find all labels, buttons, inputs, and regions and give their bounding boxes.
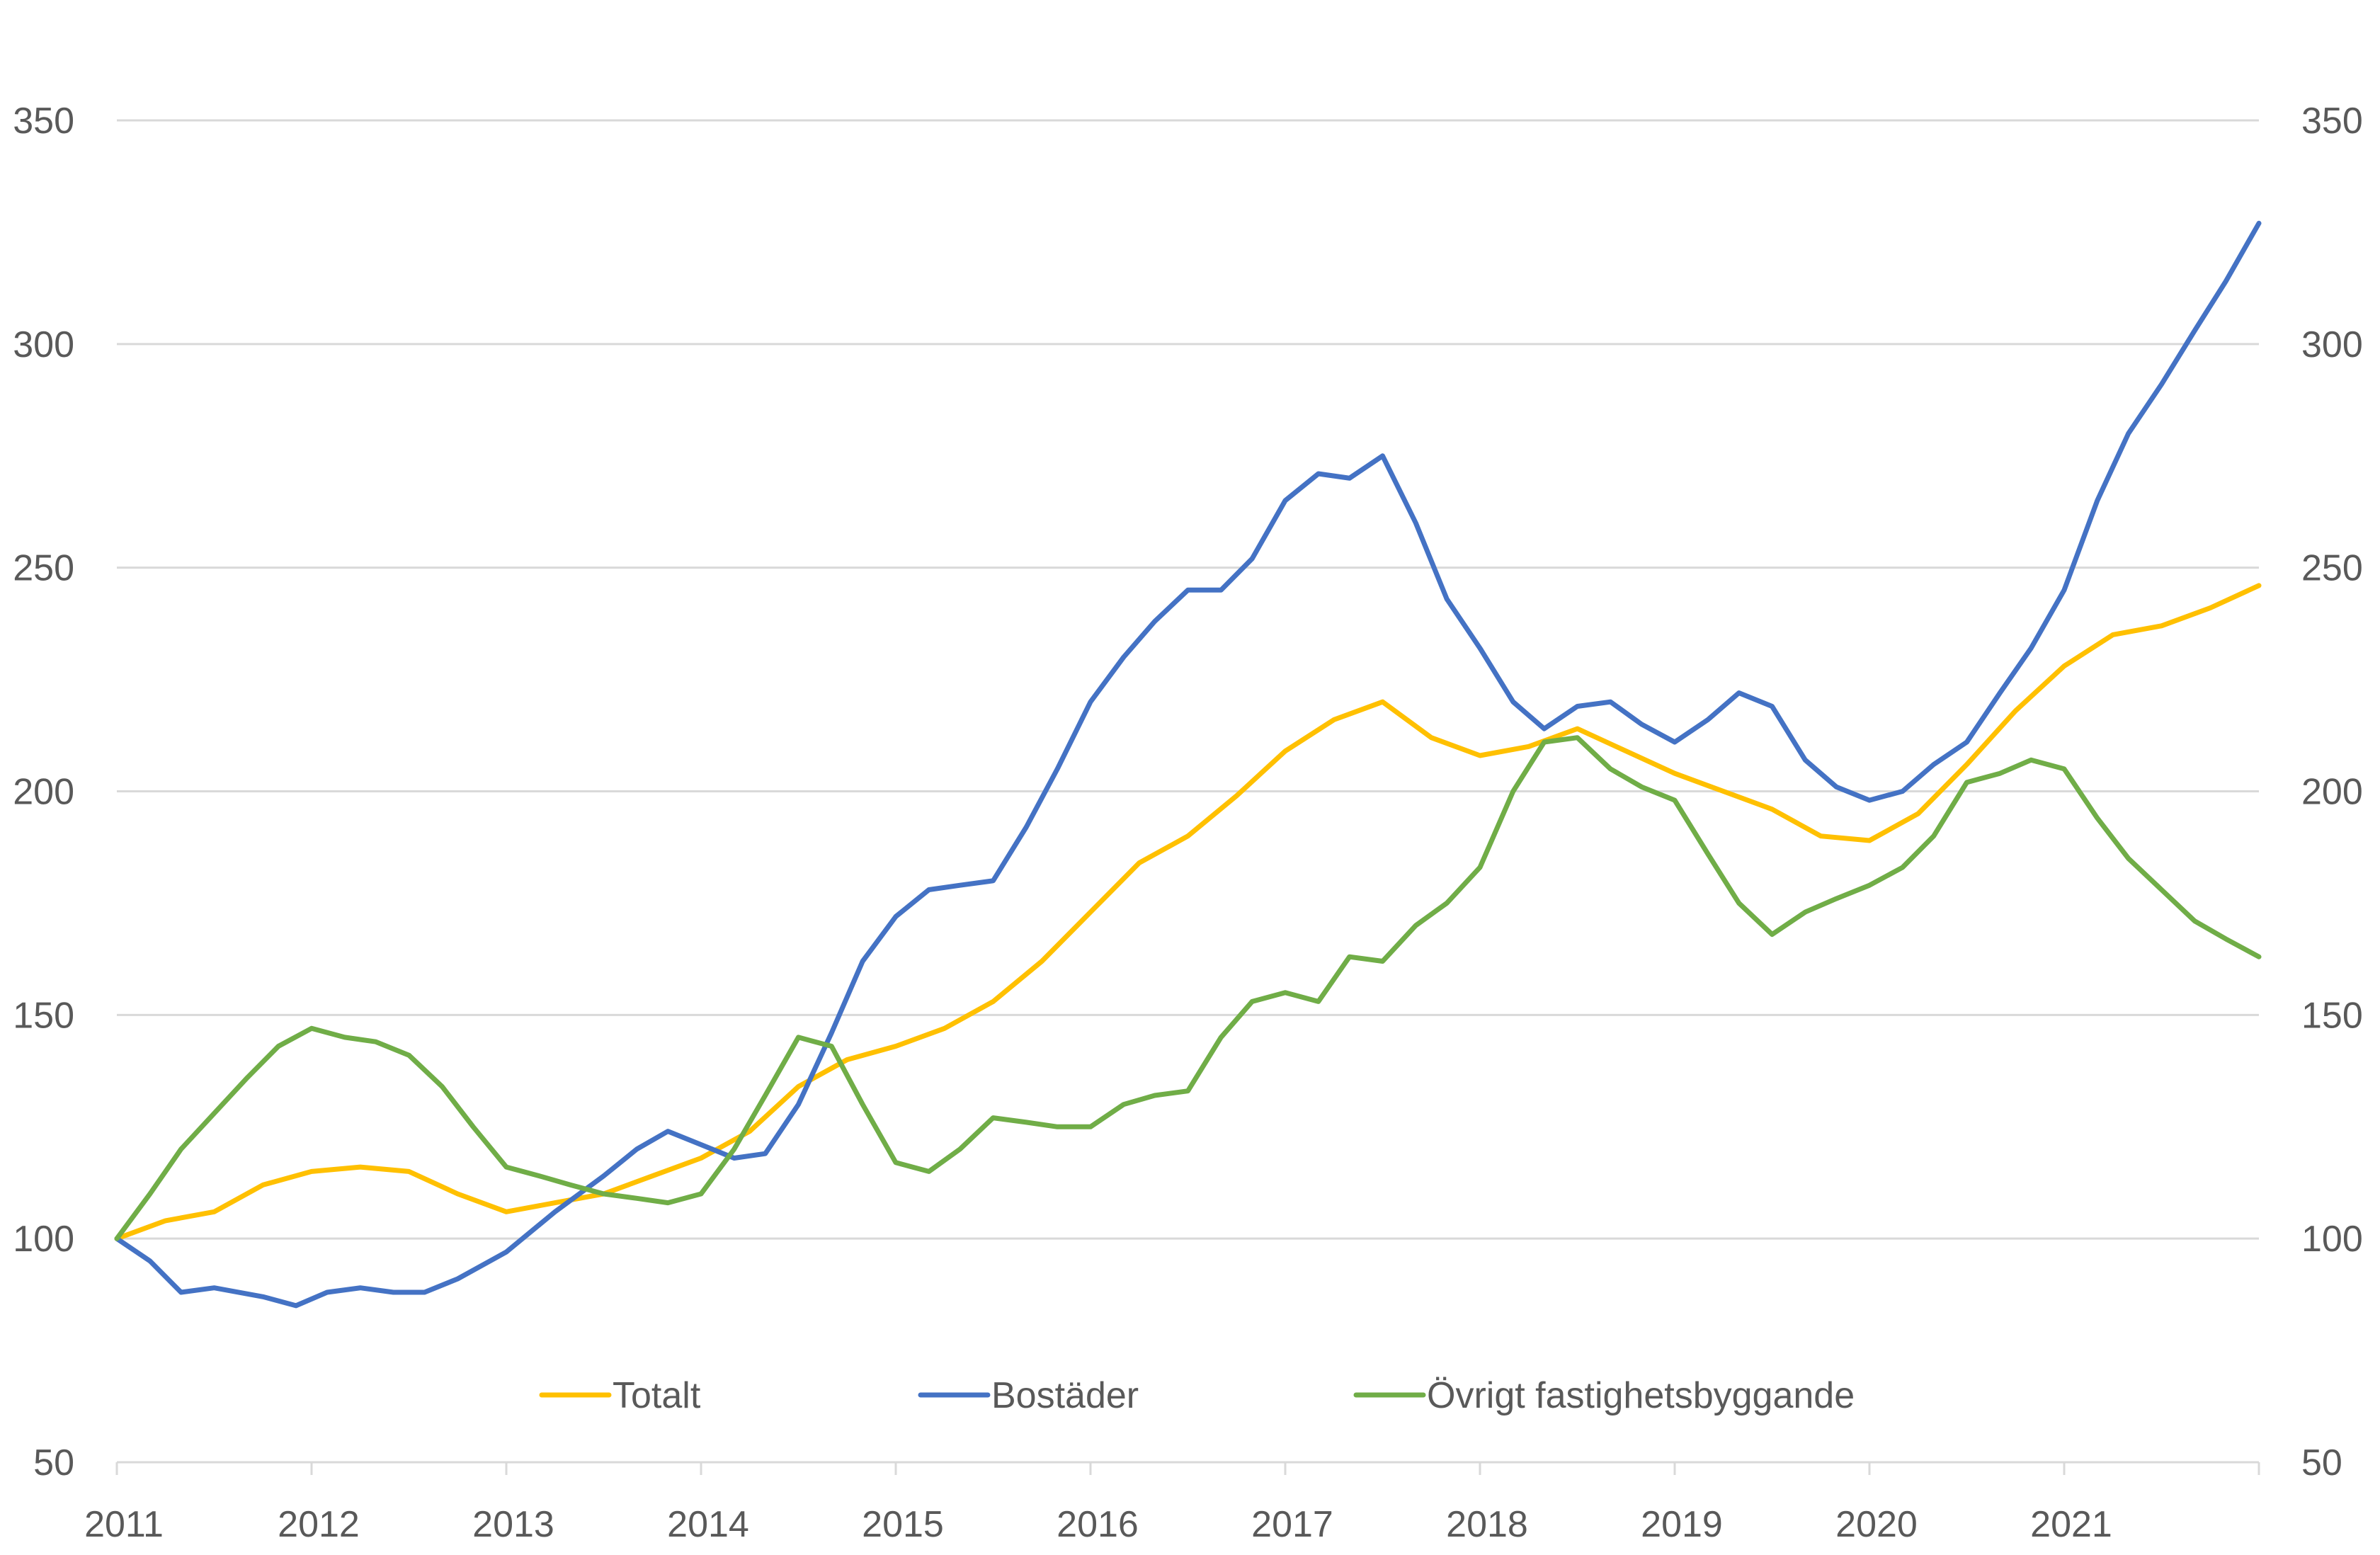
x-tick-label: 2019 xyxy=(1641,1504,1723,1545)
y-tick-label-left: 200 xyxy=(13,772,74,813)
y-tick-label-right: 100 xyxy=(2301,1219,2363,1260)
legend-label-1: Totalt xyxy=(613,1375,701,1416)
series-lines xyxy=(114,220,2262,1309)
y-tick-label-right: 150 xyxy=(2301,995,2363,1036)
legend-label-3: Övrigt fastighetsbyggande xyxy=(1427,1375,1855,1416)
x-tick-label: 2012 xyxy=(278,1504,360,1545)
y-tick-label-left: 350 xyxy=(13,101,74,142)
legend-label-2: Bostäder xyxy=(991,1375,1139,1416)
x-tick-label: 2016 xyxy=(1057,1504,1139,1545)
y-tick-label-right: 200 xyxy=(2301,772,2363,813)
x-tick-label: 2021 xyxy=(2030,1504,2112,1545)
x-tick-label: 2018 xyxy=(1446,1504,1528,1545)
y-tick-label-left: 300 xyxy=(13,324,74,365)
series-line-1 xyxy=(114,583,2262,1241)
x-tick-label: 2014 xyxy=(667,1504,749,1545)
y-tick-label-right: 350 xyxy=(2301,101,2363,142)
x-tick-label: 2015 xyxy=(862,1504,944,1545)
gridlines xyxy=(117,119,2259,1240)
y-tick-label-left: 100 xyxy=(13,1219,74,1260)
series-line-2 xyxy=(114,220,2262,1309)
series-line-3 xyxy=(114,735,2262,1241)
y-tick-label-left: 50 xyxy=(33,1442,74,1483)
y-tick-label-left: 250 xyxy=(13,548,74,589)
x-tick-label: 2011 xyxy=(84,1504,164,1545)
x-tick-label: 2020 xyxy=(1835,1504,1918,1545)
x-tick-label: 2013 xyxy=(472,1504,554,1545)
x-axis-ticks: 2011 2012 2013 2014 2015 2016 2017 2018 2019 2020… xyxy=(84,1462,2260,1545)
y-tick-label-left: 150 xyxy=(13,995,74,1036)
legend: Totalt Bostäder Övrigt fastighetsbyggande xyxy=(539,1375,1855,1416)
y-tick-label-right: 300 xyxy=(2301,324,2363,365)
y-tick-label-right: 50 xyxy=(2301,1442,2342,1483)
y-axis-left: 50 100 150 200 250 300 350 xyxy=(13,101,74,1483)
x-tick-label: 2017 xyxy=(1251,1504,1333,1545)
y-axis-right: 50 100 150 200 250 300 350 xyxy=(2301,101,2363,1483)
y-tick-label-right: 250 xyxy=(2301,548,2363,589)
